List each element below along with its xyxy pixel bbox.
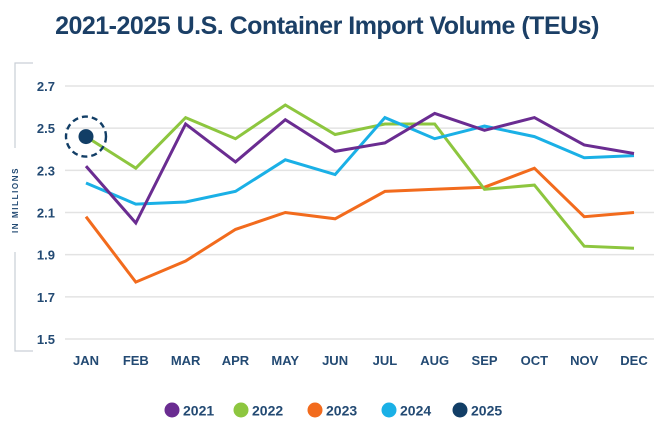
x-axis-ticks: JAN FEB MAR APR MAY JUN JUL AUG SEP OCT NOV DEC [73,353,648,368]
series-line-2023 [84,166,635,284]
series-line-2022 [85,103,635,250]
y-tick-label: 1.7 [37,290,55,305]
legend-swatch [307,402,323,418]
highlight-ring-2025 [64,115,108,158]
y-tick-label: 2.1 [37,206,55,221]
chart-title: 2021-2025 U.S. Container Import Volume (… [55,12,599,40]
highlight-marks [64,115,108,158]
legend-swatch [381,402,397,418]
legend-label: 2022 [252,403,283,419]
bracket-bottom [14,252,33,352]
legend-item-2025: 2025 [452,402,502,419]
x-tick-label: JAN [73,353,99,368]
x-tick-label: OCT [521,353,549,368]
x-tick-label: SEP [472,353,498,368]
legend: 2021 2022 2023 2024 2025 [164,402,502,419]
x-tick-label: JUL [373,353,398,368]
y-tick-label: 2.3 [37,163,55,178]
y-tick-label: 2.5 [37,121,55,136]
legend-label: 2021 [183,403,214,419]
legend-item-2024: 2024 [381,402,431,419]
bracket-top [14,62,33,148]
data-point-2025 [78,129,94,145]
legend-item-2022: 2022 [233,402,283,419]
legend-label: 2024 [400,403,431,419]
y-tick-label: 2.7 [37,79,55,94]
x-tick-label: FEB [123,353,149,368]
legend-label: 2025 [471,403,502,419]
x-tick-label: MAR [171,353,201,368]
legend-label: 2023 [326,403,357,419]
x-tick-label: MAY [271,353,299,368]
y-axis-title: IN MILLIONS [11,167,20,233]
gridlines [65,85,654,340]
x-tick-label: DEC [620,353,648,368]
x-tick-label: AUG [420,353,449,368]
legend-item-2021: 2021 [164,402,214,419]
x-tick-label: APR [222,353,250,368]
legend-swatch [164,402,180,418]
series-lines [84,103,635,284]
y-axis-ticks: 2.7 2.5 2.3 2.1 1.9 1.7 1.5 [37,79,55,347]
x-tick-label: JUN [322,353,348,368]
y-tick-label: 1.5 [37,332,55,347]
y-tick-label: 1.9 [37,248,55,263]
legend-swatch [233,402,249,418]
x-tick-label: NOV [570,353,599,368]
y-axis-bracket [14,62,33,352]
legend-swatch [452,402,468,418]
legend-item-2023: 2023 [307,402,357,419]
series-line-2021 [84,111,635,226]
